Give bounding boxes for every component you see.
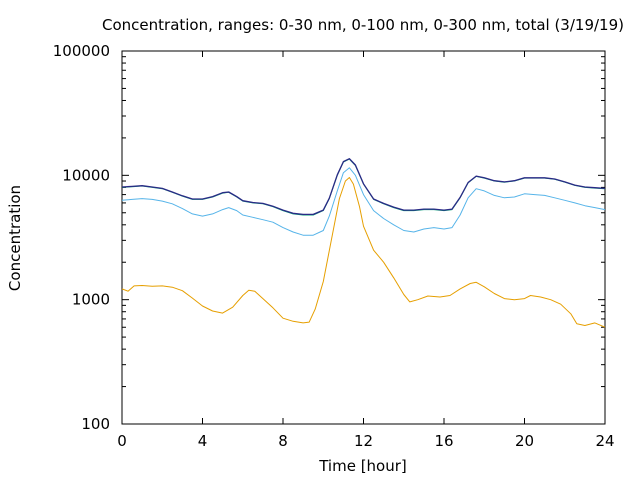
y-tick-label: 100 xyxy=(81,415,110,433)
y-axis-label: Concentration xyxy=(6,185,24,291)
axis-ticks xyxy=(121,50,606,425)
series-line-1 xyxy=(121,167,606,236)
y-tick-label: 100000 xyxy=(53,42,110,60)
x-tick-label: 4 xyxy=(198,432,208,450)
y-tick-label: 1000 xyxy=(72,291,110,309)
x-tick-label: 0 xyxy=(117,432,127,450)
x-tick-label: 20 xyxy=(515,432,534,450)
series-layer xyxy=(121,158,606,328)
series-line-3 xyxy=(121,158,606,216)
axis-tick-labels: 0 4 8 12 16 20 24 100 1000 10000 100000 xyxy=(53,42,615,450)
x-tick-label: 16 xyxy=(434,432,453,450)
plot-frame xyxy=(121,50,606,425)
series-line-0 xyxy=(121,177,606,328)
series-line-2 xyxy=(121,158,606,216)
x-axis-label: Time [hour] xyxy=(318,457,407,475)
x-tick-label: 24 xyxy=(595,432,614,450)
chart-title: Concentration, ranges: 0-30 nm, 0-100 nm… xyxy=(102,16,624,34)
x-tick-label: 12 xyxy=(354,432,373,450)
y-tick-label: 10000 xyxy=(62,166,110,184)
x-tick-label: 8 xyxy=(278,432,288,450)
